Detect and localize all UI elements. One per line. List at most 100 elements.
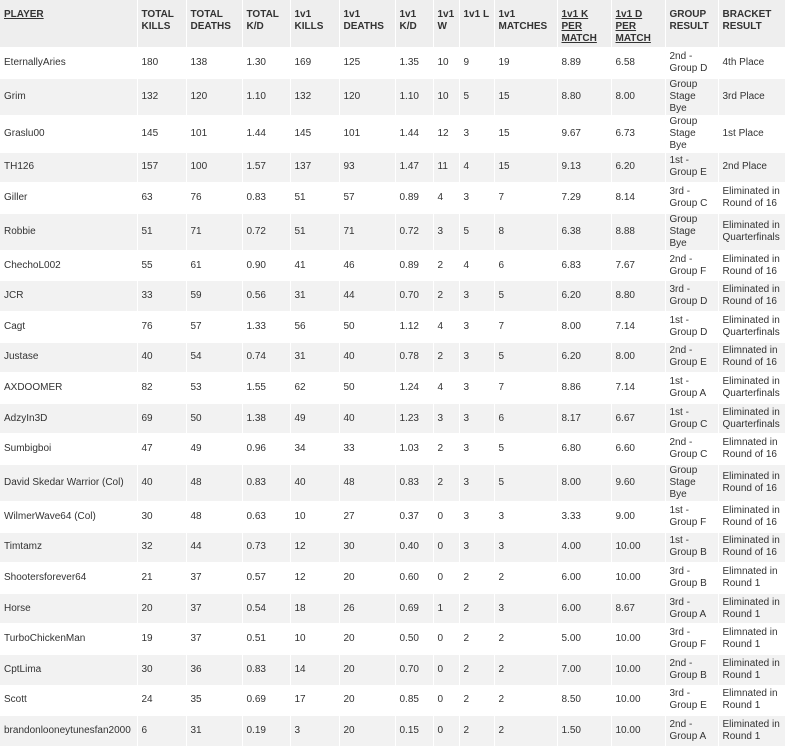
cell-v-deaths: 120 — [339, 78, 395, 115]
column-header-d-per-match[interactable]: 1v1 D PER MATCH — [611, 0, 665, 48]
cell-v-w: 0 — [433, 654, 459, 685]
cell-v-matches: 6 — [494, 403, 557, 434]
cell-v-w: 3 — [433, 213, 459, 250]
column-header-k-per-match[interactable]: 1v1 K PER MATCH — [557, 0, 611, 48]
cell-bracket-result: Eliminated in Quarterfinals — [718, 373, 785, 404]
cell-k-per-match: 5.00 — [557, 624, 611, 655]
cell-total-kills: 51 — [137, 213, 186, 250]
cell-v-w: 12 — [433, 115, 459, 152]
cell-group-result: 3rd - Group E — [665, 685, 718, 716]
cell-v-l: 2 — [459, 716, 494, 746]
cell-total-kills: 6 — [137, 716, 186, 746]
cell-total-deaths: 48 — [186, 464, 242, 501]
cell-d-per-match: 6.60 — [611, 434, 665, 465]
cell-v-matches: 15 — [494, 115, 557, 152]
cell-v-kills: 12 — [290, 563, 339, 594]
column-header-v-kd: 1v1 K/D — [395, 0, 433, 48]
cell-v-deaths: 20 — [339, 654, 395, 685]
cell-total-kills: 145 — [137, 115, 186, 152]
cell-player: TH126 — [0, 152, 137, 183]
cell-bracket-result: 3rd Place — [718, 78, 785, 115]
cell-v-matches: 3 — [494, 532, 557, 563]
cell-v-l: 3 — [459, 281, 494, 312]
cell-v-w: 0 — [433, 532, 459, 563]
cell-v-l: 3 — [459, 183, 494, 214]
cell-total-deaths: 37 — [186, 593, 242, 624]
cell-v-kills: 12 — [290, 532, 339, 563]
cell-player: AXDOOMER — [0, 373, 137, 404]
cell-v-deaths: 40 — [339, 403, 395, 434]
column-header-group-result: GROUP RESULT — [665, 0, 718, 48]
cell-v-deaths: 30 — [339, 532, 395, 563]
cell-v-matches: 5 — [494, 342, 557, 373]
cell-v-kd: 1.44 — [395, 115, 433, 152]
cell-total-kd: 1.38 — [242, 403, 290, 434]
cell-d-per-match: 6.20 — [611, 152, 665, 183]
cell-total-deaths: 44 — [186, 532, 242, 563]
cell-player: TurboChickenMan — [0, 624, 137, 655]
cell-k-per-match: 1.50 — [557, 716, 611, 746]
cell-v-deaths: 71 — [339, 213, 395, 250]
cell-total-kills: 55 — [137, 250, 186, 281]
cell-player: Horse — [0, 593, 137, 624]
cell-total-kd: 0.51 — [242, 624, 290, 655]
cell-v-kd: 1.03 — [395, 434, 433, 465]
cell-d-per-match: 10.00 — [611, 685, 665, 716]
cell-total-kills: 24 — [137, 685, 186, 716]
cell-total-deaths: 53 — [186, 373, 242, 404]
column-header-player[interactable]: PLAYER — [0, 0, 137, 48]
cell-total-kills: 30 — [137, 654, 186, 685]
cell-bracket-result: Elimnated in Round 1 — [718, 624, 785, 655]
cell-group-result: 3rd - Group B — [665, 563, 718, 594]
cell-d-per-match: 9.00 — [611, 501, 665, 532]
cell-total-deaths: 54 — [186, 342, 242, 373]
cell-v-kd: 0.69 — [395, 593, 433, 624]
cell-v-deaths: 20 — [339, 685, 395, 716]
cell-total-kd: 0.63 — [242, 501, 290, 532]
cell-d-per-match: 8.88 — [611, 213, 665, 250]
cell-total-kd: 0.19 — [242, 716, 290, 746]
cell-group-result: 1st - Group F — [665, 501, 718, 532]
cell-player: JCR — [0, 281, 137, 312]
cell-v-w: 0 — [433, 624, 459, 655]
cell-v-l: 9 — [459, 48, 494, 79]
cell-group-result: 2nd - Group C — [665, 434, 718, 465]
cell-v-kills: 40 — [290, 464, 339, 501]
cell-group-result: Group Stage Bye — [665, 464, 718, 501]
cell-v-matches: 19 — [494, 48, 557, 79]
cell-v-kd: 1.47 — [395, 152, 433, 183]
cell-v-kd: 0.83 — [395, 464, 433, 501]
cell-k-per-match: 7.00 — [557, 654, 611, 685]
cell-group-result: 2nd - Group A — [665, 716, 718, 746]
cell-total-deaths: 138 — [186, 48, 242, 79]
cell-v-kills: 10 — [290, 624, 339, 655]
cell-total-deaths: 31 — [186, 716, 242, 746]
cell-v-l: 4 — [459, 250, 494, 281]
column-header-v-w: 1v1 W — [433, 0, 459, 48]
cell-k-per-match: 9.67 — [557, 115, 611, 152]
cell-v-kd: 1.24 — [395, 373, 433, 404]
cell-group-result: 3rd - Group D — [665, 281, 718, 312]
cell-player: ChechoL002 — [0, 250, 137, 281]
cell-v-kd: 0.89 — [395, 183, 433, 214]
cell-total-kills: 82 — [137, 373, 186, 404]
cell-k-per-match: 6.83 — [557, 250, 611, 281]
cell-v-l: 5 — [459, 78, 494, 115]
cell-v-kd: 0.89 — [395, 250, 433, 281]
cell-d-per-match: 10.00 — [611, 563, 665, 594]
cell-v-kd: 0.78 — [395, 342, 433, 373]
cell-v-kd: 0.70 — [395, 281, 433, 312]
cell-v-l: 3 — [459, 115, 494, 152]
cell-v-w: 2 — [433, 434, 459, 465]
cell-v-matches: 15 — [494, 152, 557, 183]
cell-v-kills: 51 — [290, 183, 339, 214]
cell-k-per-match: 6.20 — [557, 281, 611, 312]
cell-v-w: 4 — [433, 183, 459, 214]
cell-bracket-result: Eliminated in Round of 16 — [718, 501, 785, 532]
